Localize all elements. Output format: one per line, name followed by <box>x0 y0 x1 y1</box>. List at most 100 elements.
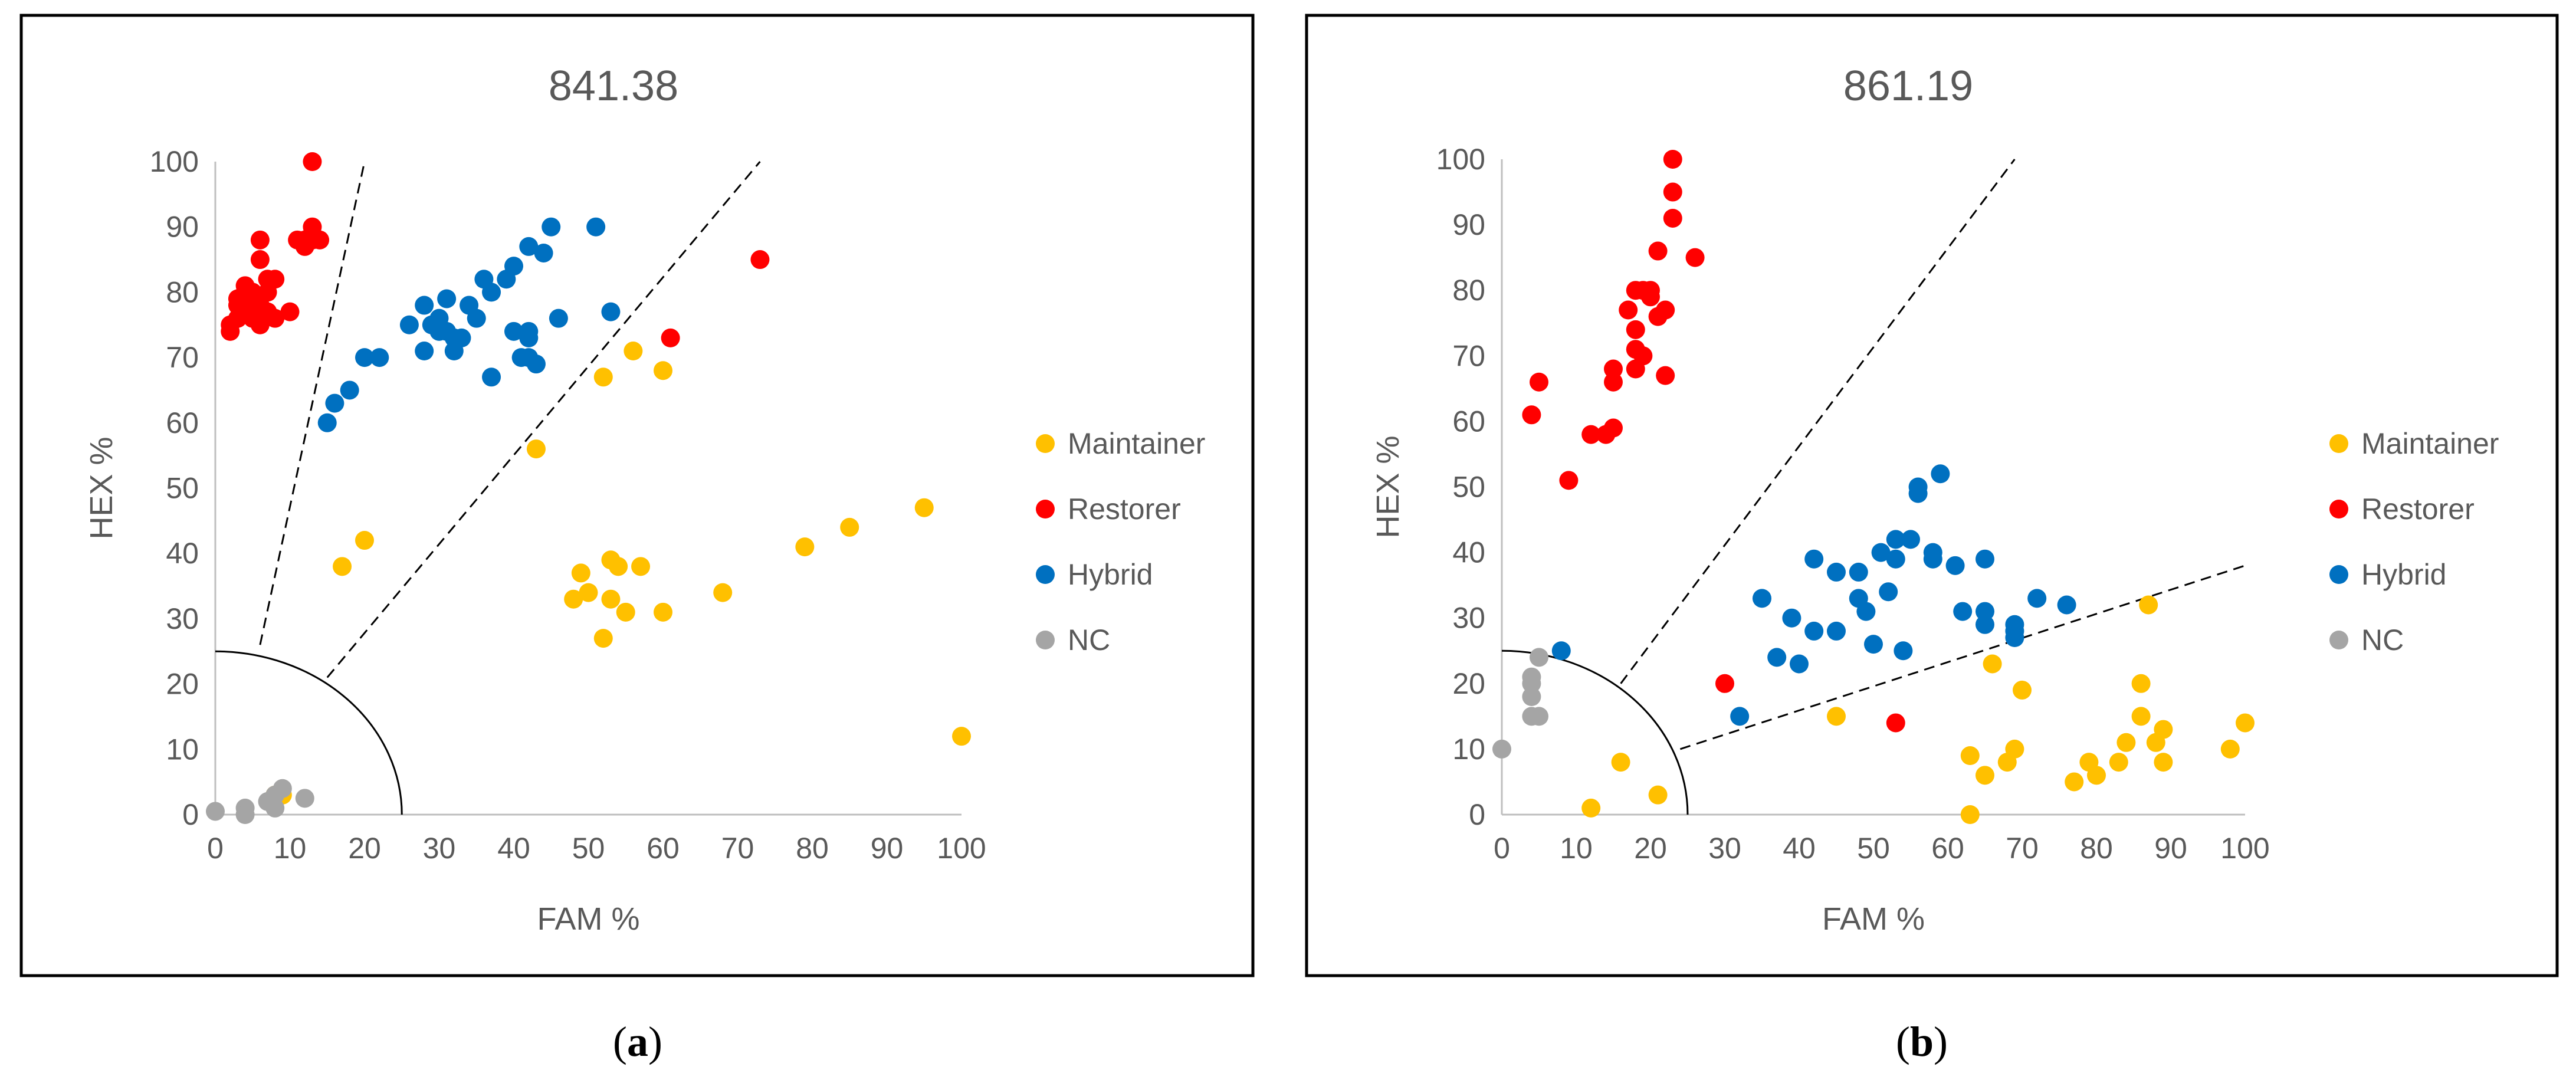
series-maintainer <box>265 342 971 805</box>
hybrid-point <box>1856 602 1876 621</box>
y-tick-label: 10 <box>1452 733 1485 766</box>
nc-point <box>265 798 285 818</box>
maintainer-point <box>840 517 859 537</box>
maintainer-point <box>609 557 628 576</box>
maintainer-point <box>914 498 934 517</box>
maintainer-point <box>1648 785 1668 805</box>
maintainer-point <box>1983 654 2002 674</box>
restorer-point <box>1663 182 1682 202</box>
restorer-point <box>1626 320 1645 339</box>
maintainer-point <box>2154 753 2173 772</box>
maintainer-point <box>1960 805 1980 824</box>
restorer-point <box>1886 713 1905 733</box>
maintainer-point <box>355 531 374 550</box>
maintainer-point <box>593 367 613 387</box>
maintainer-point <box>571 563 590 583</box>
y-tick-label: 90 <box>166 211 199 244</box>
maintainer-point <box>616 602 635 622</box>
legend-marker-hybrid <box>2329 565 2348 584</box>
maintainer-point <box>593 629 613 648</box>
nc-point <box>206 802 225 821</box>
series-nc <box>1492 648 1548 759</box>
legend-label-nc: NC <box>2361 623 2404 657</box>
legend-marker-hybrid <box>1036 565 1055 584</box>
maintainer-point <box>2131 707 2151 726</box>
threshold-arc <box>215 650 403 815</box>
y-tick-label: 70 <box>1452 339 1485 372</box>
legend-label-restorer: Restorer <box>2361 493 2475 526</box>
restorer-point <box>1604 418 1623 438</box>
restorer-point <box>265 309 285 328</box>
nc-point <box>1522 674 1541 693</box>
y-tick-label: 100 <box>1436 143 1485 176</box>
y-tick-label: 40 <box>166 537 199 570</box>
maintainer-point <box>2116 733 2136 752</box>
y-tick-label: 20 <box>1452 667 1485 700</box>
hybrid-point <box>1931 464 1950 484</box>
maintainer-point <box>579 583 598 602</box>
legend-label-hybrid: Hybrid <box>1068 558 1153 591</box>
hybrid-point <box>586 217 606 237</box>
hybrid-point <box>1923 549 1942 569</box>
x-tick-label: 70 <box>721 832 754 865</box>
y-tick-label: 30 <box>166 602 199 635</box>
chart-panel-a: 841.38 0 10 20 30 40 50 60 70 80 90 100 0 10 20 30 40 50 6… <box>19 14 1255 1065</box>
hybrid-point <box>399 315 419 334</box>
hybrid-point <box>1849 562 1868 582</box>
hybrid-point <box>1976 602 1994 621</box>
hybrid-point <box>504 257 523 276</box>
hybrid-point <box>1790 654 1809 674</box>
legend: Maintainer Restorer Hybrid NC <box>1036 427 1205 657</box>
maintainer-point <box>601 589 621 609</box>
nc-point <box>295 789 314 808</box>
nc-point <box>1530 707 1548 726</box>
x-axis-title: FAM % <box>537 901 639 937</box>
hybrid-point <box>534 243 553 262</box>
restorer-point <box>1685 248 1705 267</box>
x-tick-label: 60 <box>647 832 680 865</box>
x-tick-label: 40 <box>497 832 530 865</box>
series-restorer <box>1522 150 1905 733</box>
hybrid-point <box>519 237 539 256</box>
y-tick-label: 0 <box>182 798 199 831</box>
maintainer-point <box>1581 798 1601 818</box>
cluster-boundary-line <box>259 161 366 645</box>
x-tick-label: 20 <box>348 832 381 865</box>
series-hybrid <box>317 217 621 432</box>
nc-point <box>273 779 292 798</box>
hybrid-point <box>1886 530 1905 549</box>
hybrid-point <box>1782 608 1801 628</box>
x-tick-label: 70 <box>2006 832 2039 865</box>
maintainer-point <box>2005 739 2024 759</box>
cluster-boundary-line <box>1620 159 2016 684</box>
hybrid-point <box>1901 530 1920 549</box>
restorer-point <box>750 250 770 270</box>
hybrid-point <box>1804 549 1824 569</box>
hybrid-point <box>519 328 539 347</box>
nc-point <box>1492 739 1511 759</box>
y-tick-label: 50 <box>1452 471 1485 504</box>
hybrid-point <box>325 393 344 413</box>
restorer-point <box>1648 241 1668 261</box>
x-tick-label: 0 <box>1494 832 1510 865</box>
hybrid-point <box>370 348 389 367</box>
maintainer-point <box>624 342 643 361</box>
hybrid-point <box>601 302 621 321</box>
series-maintainer <box>1581 595 2255 824</box>
legend-label-restorer: Restorer <box>1068 493 1181 526</box>
maintainer-point <box>1827 707 1846 726</box>
maintainer-point <box>2220 739 2240 759</box>
y-tick-label: 50 <box>166 472 199 505</box>
restorer-point <box>1604 359 1623 379</box>
hybrid-point <box>1804 621 1824 641</box>
y-axis-title: HEX % <box>1370 435 1406 538</box>
legend-marker-nc <box>2329 631 2348 649</box>
restorer-point <box>1604 372 1623 392</box>
restorer-point <box>303 152 322 171</box>
hybrid-point <box>1945 556 1965 575</box>
y-tick-label: 10 <box>166 733 199 766</box>
chart-title: 841.38 <box>549 63 678 110</box>
y-tick-label: 100 <box>150 145 199 178</box>
series-restorer <box>221 152 770 347</box>
maintainer-point <box>2131 674 2151 693</box>
